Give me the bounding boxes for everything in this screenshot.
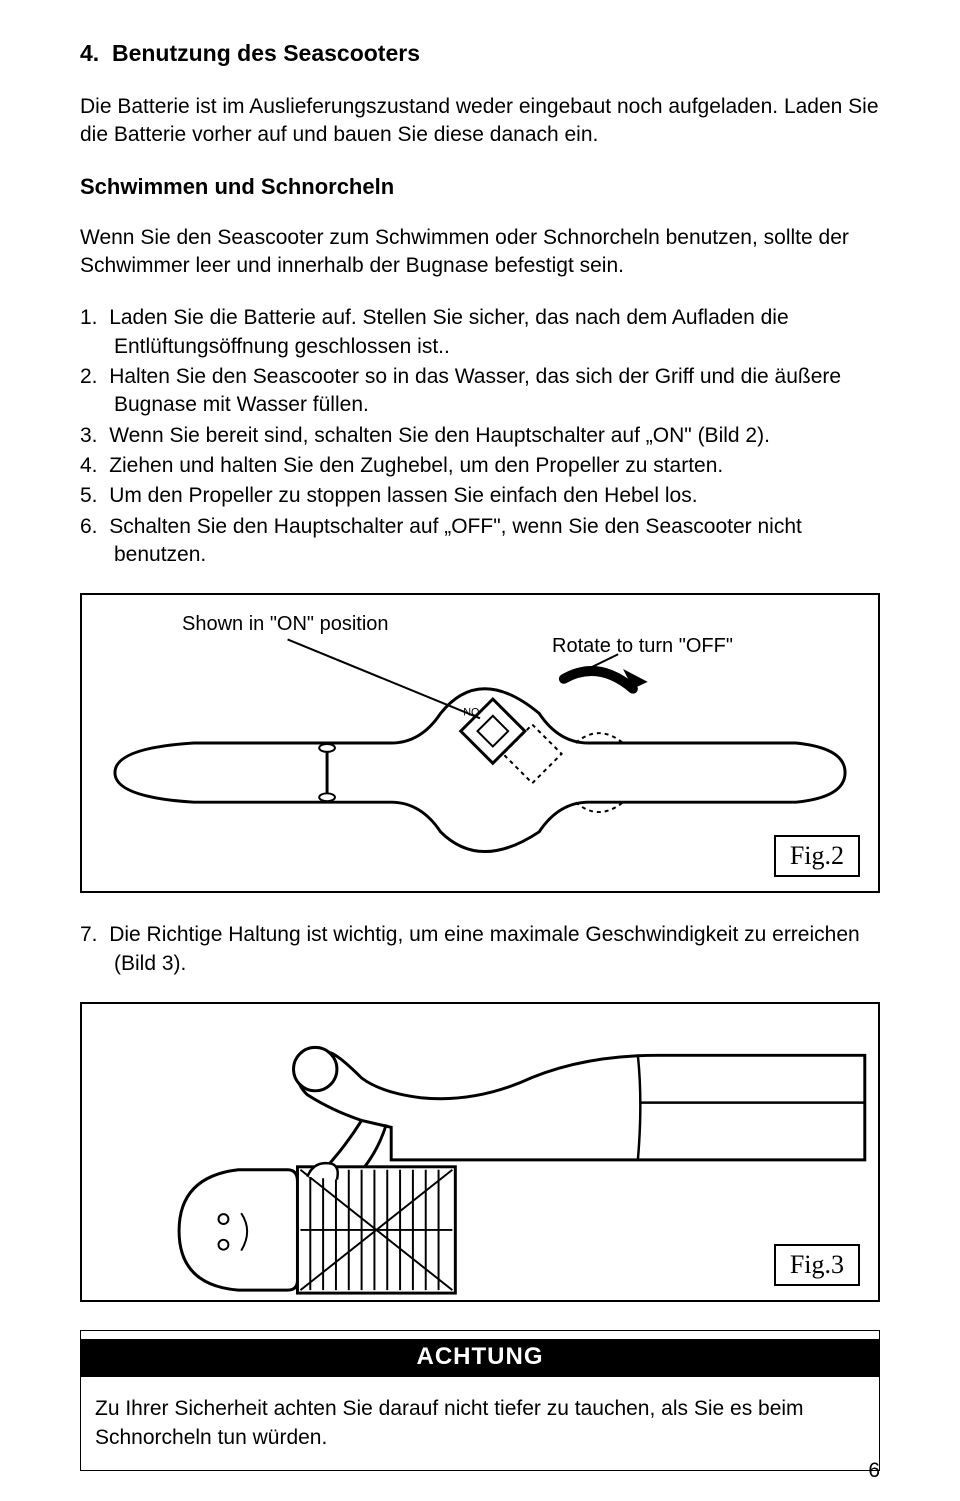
fig3-svg xyxy=(82,1004,878,1300)
step-4: 4. Ziehen und halten Sie den Zughebel, u… xyxy=(80,452,880,480)
intro-paragraph: Die Batterie ist im Auslieferungszustand… xyxy=(80,93,880,150)
achtung-title: ACHTUNG xyxy=(81,1339,879,1377)
step-1: 1. Laden Sie die Batterie auf. Stellen S… xyxy=(80,304,880,361)
sub-intro-paragraph: Wenn Sie den Seascooter zum Schwimmen od… xyxy=(80,224,880,281)
section-title: 4. Benutzung des Seascooters xyxy=(80,40,880,67)
figure-2: Shown in "ON" position Rotate to turn "O… xyxy=(80,593,880,893)
fig3-label: Fig.3 xyxy=(774,1244,860,1286)
figure-3: Fig.3 xyxy=(80,1002,880,1302)
achtung-box: ACHTUNG Zu Ihrer Sicherheit achten Sie d… xyxy=(80,1330,880,1471)
step-5: 5. Um den Propeller zu stoppen lassen Si… xyxy=(80,482,880,510)
step-2: 2. Halten Sie den Seascooter so in das W… xyxy=(80,363,880,420)
section-title-text: Benutzung des Seascooters xyxy=(112,40,420,66)
fig2-label: Fig.2 xyxy=(774,835,860,877)
steps-list: 1. Laden Sie die Batterie auf. Stellen S… xyxy=(80,304,880,569)
fig2-svg: NO xyxy=(82,595,878,891)
fig2-anno-on: Shown in "ON" position xyxy=(182,613,389,636)
sub-heading: Schwimmen und Schnorcheln xyxy=(80,174,880,200)
step-7: 7. Die Richtige Haltung ist wichtig, um … xyxy=(80,921,880,978)
fig2-anno-off: Rotate to turn "OFF" xyxy=(552,635,733,658)
step-6: 6. Schalten Sie den Hauptschalter auf „O… xyxy=(80,513,880,570)
steps-list-7: 7. Die Richtige Haltung ist wichtig, um … xyxy=(80,921,880,978)
section-number: 4. xyxy=(80,40,99,66)
achtung-text: Zu Ihrer Sicherheit achten Sie darauf ni… xyxy=(81,1395,879,1452)
step-3: 3. Wenn Sie bereit sind, schalten Sie de… xyxy=(80,422,880,450)
page-number: 6 xyxy=(868,1459,880,1483)
page: 4. Benutzung des Seascooters Die Batteri… xyxy=(0,0,960,1501)
